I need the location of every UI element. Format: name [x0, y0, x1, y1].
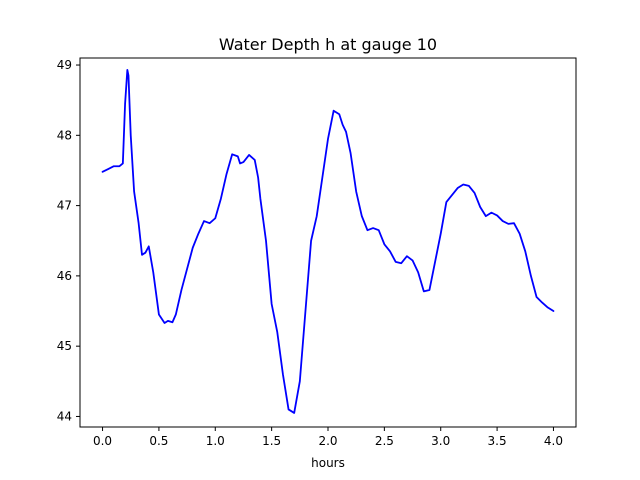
y-tick-label: 48: [57, 128, 72, 142]
chart-title: Water Depth h at gauge 10: [219, 35, 437, 54]
y-tick-label: 46: [57, 269, 72, 283]
x-tick-label: 3.0: [431, 434, 450, 448]
y-tick-label: 49: [57, 58, 72, 72]
x-tick-label: 3.5: [488, 434, 507, 448]
y-tick-label: 45: [57, 339, 72, 353]
plot-frame: [79, 57, 577, 428]
x-tick-label: 0.5: [149, 434, 168, 448]
x-tick-label: 4.0: [544, 434, 563, 448]
y-tick-label: 47: [57, 199, 72, 213]
x-tick-label: 2.0: [318, 434, 337, 448]
y-tick-label: 44: [57, 409, 72, 423]
y-axis: 44 45 46 47 48 49: [57, 58, 80, 423]
x-tick-label: 1.5: [262, 434, 281, 448]
x-axis-label: hours: [311, 456, 345, 470]
x-tick-label: 1.0: [206, 434, 225, 448]
x-tick-label: 0.0: [93, 434, 112, 448]
plot-area: [101, 69, 555, 414]
x-tick-label: 2.5: [375, 434, 394, 448]
x-axis: 0.0 0.5 1.0 1.5 2.0 2.5 3.0 3.5 4.0: [93, 427, 563, 448]
series-line-water-depth: [101, 69, 555, 414]
